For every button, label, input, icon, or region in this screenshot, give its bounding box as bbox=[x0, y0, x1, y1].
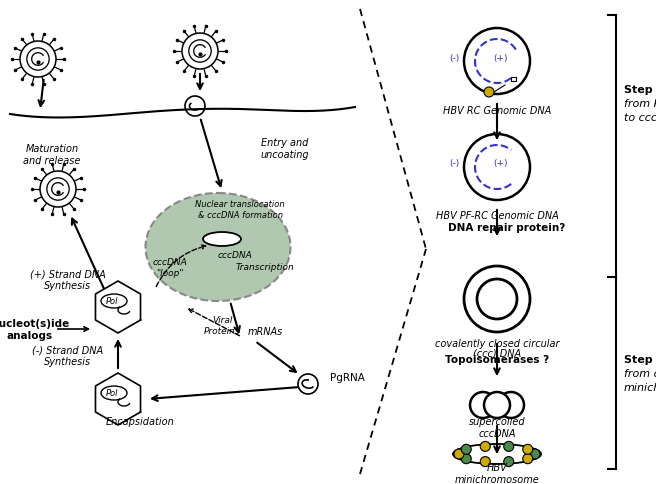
Ellipse shape bbox=[203, 232, 241, 246]
Text: (-): (-) bbox=[450, 53, 460, 62]
Text: minichromosome: minichromosome bbox=[624, 382, 656, 392]
Circle shape bbox=[454, 449, 464, 459]
Circle shape bbox=[480, 441, 490, 452]
Text: (-): (-) bbox=[450, 159, 460, 168]
Text: Step 1:: Step 1: bbox=[624, 85, 656, 95]
Text: (-) Strand DNA
Synthesis: (-) Strand DNA Synthesis bbox=[32, 345, 104, 366]
Text: from RC DNA: from RC DNA bbox=[624, 99, 656, 109]
Text: Nucleot(s)ide
analogs: Nucleot(s)ide analogs bbox=[0, 318, 70, 340]
Text: supercoiled
cccDNA: supercoiled cccDNA bbox=[468, 416, 525, 438]
Circle shape bbox=[464, 267, 530, 333]
Bar bbox=[511, 78, 516, 82]
Text: mRNAs: mRNAs bbox=[247, 326, 283, 336]
Circle shape bbox=[464, 29, 530, 95]
Circle shape bbox=[461, 444, 471, 454]
Circle shape bbox=[182, 34, 218, 70]
Circle shape bbox=[470, 392, 496, 418]
Text: to cccDNA: to cccDNA bbox=[624, 113, 656, 123]
Text: (+): (+) bbox=[494, 53, 508, 62]
Text: Pol: Pol bbox=[106, 389, 118, 398]
Text: Step 2:: Step 2: bbox=[624, 354, 656, 364]
Circle shape bbox=[523, 454, 533, 464]
Text: Encapsidation: Encapsidation bbox=[106, 416, 174, 426]
Text: Maturation
and release: Maturation and release bbox=[24, 144, 81, 166]
Circle shape bbox=[189, 41, 211, 63]
Circle shape bbox=[480, 457, 490, 467]
Text: PgRNA: PgRNA bbox=[330, 372, 365, 382]
Circle shape bbox=[523, 444, 533, 454]
Text: DNA repair protein?: DNA repair protein? bbox=[448, 223, 565, 232]
Text: (ccc) DNA: (ccc) DNA bbox=[473, 348, 521, 358]
Circle shape bbox=[27, 49, 49, 71]
Ellipse shape bbox=[453, 444, 541, 464]
Circle shape bbox=[185, 97, 205, 117]
Polygon shape bbox=[96, 373, 140, 425]
Circle shape bbox=[47, 179, 69, 201]
Text: from cccDNA to: from cccDNA to bbox=[624, 368, 656, 378]
Circle shape bbox=[530, 449, 540, 459]
Circle shape bbox=[477, 279, 517, 319]
Ellipse shape bbox=[101, 386, 127, 400]
Ellipse shape bbox=[101, 294, 127, 308]
Circle shape bbox=[464, 135, 530, 200]
Circle shape bbox=[484, 88, 494, 98]
Text: covalently closed circular: covalently closed circular bbox=[435, 338, 560, 348]
Text: cccDNA: cccDNA bbox=[218, 251, 253, 260]
Circle shape bbox=[484, 392, 510, 418]
Circle shape bbox=[498, 392, 524, 418]
Text: Transcription: Transcription bbox=[236, 263, 295, 272]
Text: Entry and
uncoating: Entry and uncoating bbox=[260, 138, 308, 159]
Circle shape bbox=[504, 441, 514, 452]
Text: HBV RC Genomic DNA: HBV RC Genomic DNA bbox=[443, 106, 551, 116]
Text: (+): (+) bbox=[494, 159, 508, 168]
Text: Nuclear translocation
& cccDNA formation: Nuclear translocation & cccDNA formation bbox=[195, 200, 285, 219]
Circle shape bbox=[504, 457, 514, 467]
Text: Pol: Pol bbox=[106, 297, 118, 306]
Circle shape bbox=[298, 374, 318, 394]
Text: HBV
minichromosome: HBV minichromosome bbox=[455, 462, 539, 484]
Text: cccDNA
"loop": cccDNA "loop" bbox=[153, 258, 188, 277]
Polygon shape bbox=[96, 281, 140, 333]
Ellipse shape bbox=[146, 194, 291, 302]
Text: Viral
Proteins: Viral Proteins bbox=[203, 316, 240, 335]
Circle shape bbox=[20, 42, 56, 78]
Circle shape bbox=[461, 454, 471, 464]
Circle shape bbox=[40, 172, 76, 208]
Text: HBV PF-RC Genomic DNA: HBV PF-RC Genomic DNA bbox=[436, 211, 558, 221]
Text: Topoisomerases ?: Topoisomerases ? bbox=[445, 354, 549, 364]
Text: (+) Strand DNA
Synthesis: (+) Strand DNA Synthesis bbox=[30, 269, 106, 290]
